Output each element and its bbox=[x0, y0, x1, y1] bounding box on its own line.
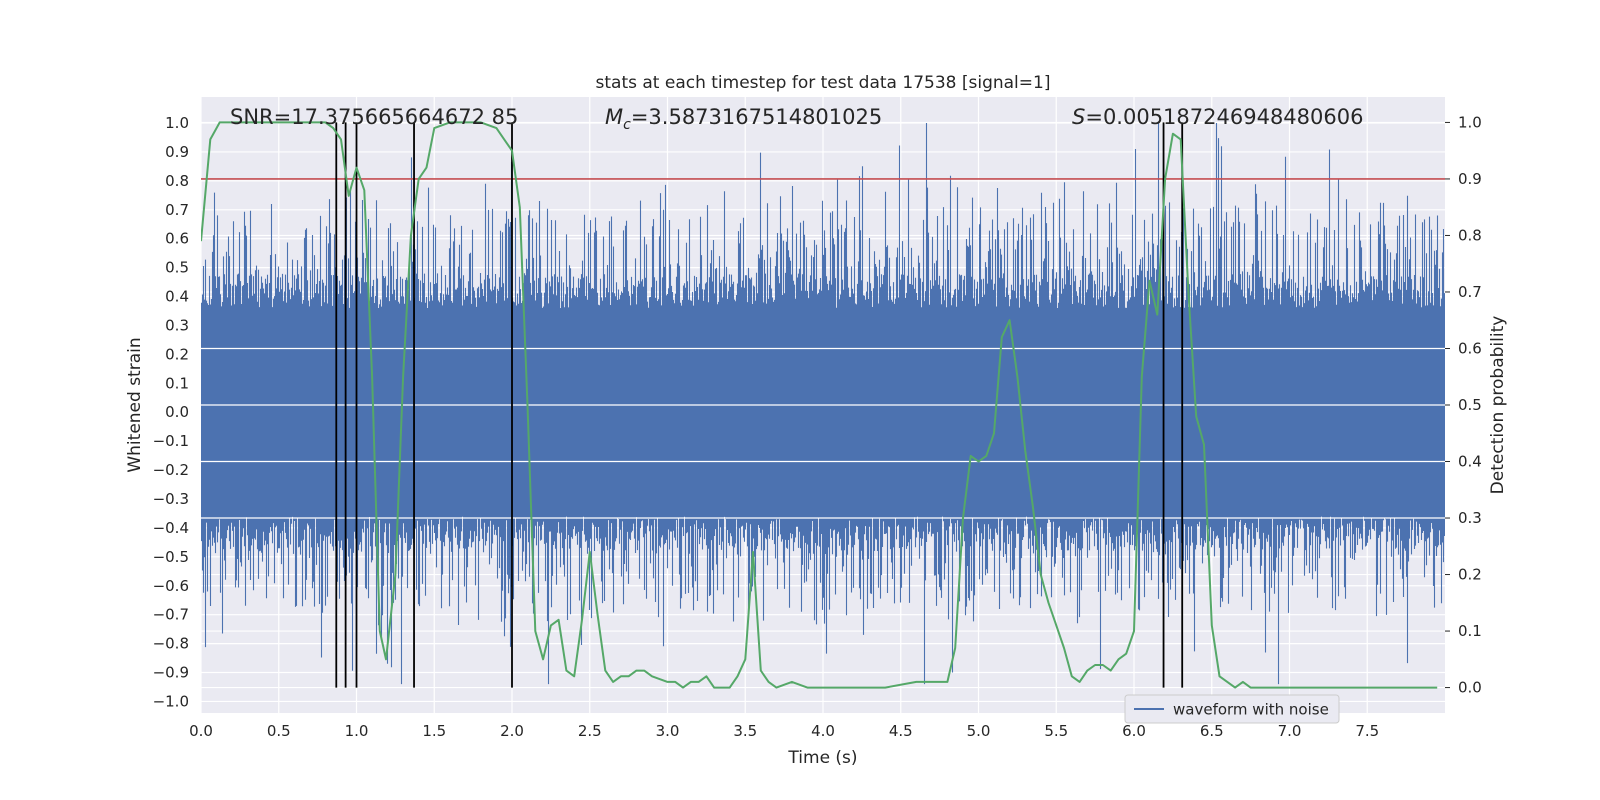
y-tick-label: 0.6 bbox=[165, 230, 189, 248]
x-tick-label: 0.5 bbox=[267, 722, 291, 740]
x-tick-label: 3.5 bbox=[733, 722, 757, 740]
y2-tick-label: 0.9 bbox=[1458, 170, 1482, 188]
snr-annotation: SNR=17.375665664672 85 bbox=[230, 105, 518, 129]
mc-value: =3.5873167514801025 bbox=[631, 105, 882, 129]
y-tick-label: 0.2 bbox=[165, 345, 189, 363]
y-tick-label: −0.5 bbox=[153, 548, 189, 566]
chirp-mass-annotation: Mc=3.5873167514801025 bbox=[605, 105, 882, 133]
x-tick-label: 4.5 bbox=[889, 722, 913, 740]
legend-entry-waveform: waveform with noise bbox=[1173, 701, 1329, 719]
x-tick-label: 5.0 bbox=[967, 722, 991, 740]
y2-tick-label: 0.0 bbox=[1458, 679, 1482, 697]
mc-symbol: M bbox=[605, 105, 623, 129]
y2-tick-label: 0.8 bbox=[1458, 226, 1482, 244]
y-tick-label: 0.7 bbox=[165, 201, 189, 219]
x-axis-label: Time (s) bbox=[787, 748, 857, 768]
y-axis-label: Whitened strain bbox=[125, 337, 145, 472]
legend-box bbox=[1124, 694, 1340, 724]
x-tick-label: 2.0 bbox=[500, 722, 524, 740]
y-tick-label: −0.2 bbox=[153, 461, 189, 479]
y-tick-label: −0.6 bbox=[153, 577, 189, 595]
waveform-core-band bbox=[201, 308, 1445, 517]
x-tick-label: 7.5 bbox=[1355, 722, 1379, 740]
x-tick-label: 0.0 bbox=[189, 722, 213, 740]
y-tick-label: −0.7 bbox=[153, 606, 189, 624]
axes: 0.0 0.5 1.0 1.5 2.0 2.5 3.0 3.5 4.0 4.5 5.0 5.5 6.0 6… bbox=[153, 113, 1482, 740]
x-tick-label: 1.5 bbox=[422, 722, 446, 740]
probability-series bbox=[201, 121, 1438, 689]
y-tick-label: −0.4 bbox=[153, 519, 189, 537]
y2-tick-label: 0.7 bbox=[1458, 283, 1482, 301]
y-tick-label: −0.3 bbox=[153, 490, 189, 508]
y2-tick-label: 0.1 bbox=[1458, 622, 1482, 640]
x-tick-label: 6.5 bbox=[1200, 722, 1224, 740]
x-tick-label: 3.0 bbox=[656, 722, 680, 740]
waveform-series bbox=[201, 123, 1445, 685]
y2-tick-label: 0.2 bbox=[1458, 566, 1482, 584]
y-tick-label: −0.9 bbox=[153, 664, 189, 682]
y-tick-label: 0.5 bbox=[165, 259, 189, 277]
y-tick-label: 0.3 bbox=[165, 316, 189, 334]
y-tick-label: 0.0 bbox=[165, 403, 189, 421]
y2-tick-label: 0.5 bbox=[1458, 396, 1482, 414]
x-tick-label: 2.5 bbox=[578, 722, 602, 740]
legend: waveform with noise bbox=[1124, 694, 1340, 724]
x-tick-label: 6.0 bbox=[1122, 722, 1146, 740]
chart-title: stats at each timestep for test data 175… bbox=[596, 73, 1051, 93]
y-tick-label: 0.4 bbox=[165, 288, 189, 306]
y2-tick-label: 0.6 bbox=[1458, 339, 1482, 357]
mc-subscript: c bbox=[623, 117, 631, 133]
y-tick-label: 0.9 bbox=[165, 143, 189, 161]
y2-axis-label: Detection probability bbox=[1488, 316, 1508, 495]
detection-lines bbox=[335, 122, 1184, 688]
x-tick-label: 7.0 bbox=[1278, 722, 1302, 740]
s-value: =0.005187246948480606 bbox=[1085, 105, 1363, 129]
y-tick-label: 0.8 bbox=[165, 172, 189, 190]
y2-tick-label: 0.4 bbox=[1458, 453, 1482, 471]
y-tick-label: −0.8 bbox=[153, 635, 189, 653]
x-tick-label: 4.0 bbox=[811, 722, 835, 740]
s-annotation: S=0.005187246948480606 bbox=[1072, 105, 1363, 129]
probability-line bbox=[201, 121, 1438, 689]
y2-tick-label: 1.0 bbox=[1458, 113, 1482, 131]
y-tick-label: 1.0 bbox=[165, 114, 189, 132]
y-tick-label: 0.1 bbox=[165, 374, 189, 392]
y-tick-label: −0.1 bbox=[153, 432, 189, 450]
y2-tick-label: 0.3 bbox=[1458, 509, 1482, 527]
x-tick-label: 1.0 bbox=[345, 722, 369, 740]
y-tick-label: −1.0 bbox=[153, 692, 189, 710]
s-symbol: S bbox=[1072, 105, 1085, 129]
x-tick-label: 5.5 bbox=[1044, 722, 1068, 740]
